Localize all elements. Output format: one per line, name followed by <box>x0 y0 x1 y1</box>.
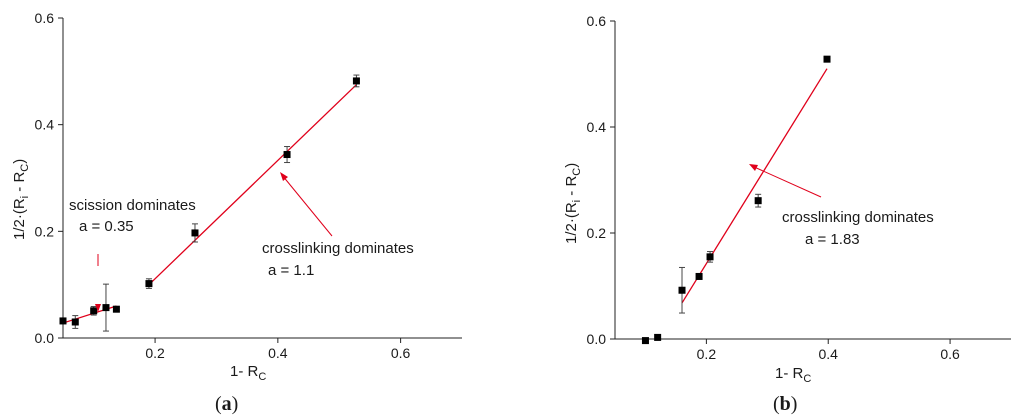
panel-a-label: (a) <box>215 393 238 415</box>
data-point <box>695 272 703 280</box>
data-point <box>145 280 153 288</box>
y-tick-label: 0.2 <box>35 223 55 239</box>
panel-a-ticks: 0.0 0.2 0.4 0.6 0.2 0.4 0.6 <box>35 10 411 361</box>
panel-b-crosslinking-label: crosslinking dominates <box>782 209 934 226</box>
data-point <box>754 197 762 205</box>
y-tick-label: 0.0 <box>35 330 55 346</box>
panel-b-y-axis-title: 1/2·(Ri - RC) <box>563 163 583 244</box>
panel-b-data-points <box>641 55 831 345</box>
fit-line <box>148 84 357 286</box>
data-point <box>283 151 291 159</box>
y-tick-label: 0.4 <box>35 117 55 133</box>
panel-a-scission-value: a = 0.35 <box>79 218 134 235</box>
panel-a-crosslinking-arrowhead <box>280 172 288 181</box>
data-point <box>102 304 110 312</box>
panel-b-fit-lines <box>681 68 828 304</box>
x-tick-label: 0.6 <box>940 346 960 362</box>
data-point <box>654 333 662 341</box>
data-point <box>112 305 120 313</box>
panel-b-ticks: 0.0 0.2 0.4 0.6 0.2 0.4 0.6 <box>587 13 960 362</box>
data-point <box>90 307 98 315</box>
panel-b-annotation-arrows <box>749 164 822 198</box>
x-tick-label: 0.4 <box>268 345 288 361</box>
panel-b-chart: 0.0 0.2 0.4 0.6 0.2 0.4 0.6 crosslinking domin… <box>563 13 1011 415</box>
fit-line <box>681 68 828 304</box>
panel-a-x-axis-title: 1- RC <box>230 363 266 383</box>
panel-a-scission-label: scission dominates <box>69 197 196 214</box>
y-tick-label: 0.4 <box>587 119 607 135</box>
data-point <box>352 77 360 85</box>
panel-a-chart: 0.0 0.2 0.4 0.6 0.2 0.4 0.6 scission dominates… <box>11 10 462 415</box>
panel-a-crosslinking-value: a = 1.1 <box>268 262 314 279</box>
panel-b-label: (b) <box>773 393 797 415</box>
x-tick-label: 0.2 <box>697 346 717 362</box>
y-tick-label: 0.6 <box>35 10 55 26</box>
y-tick-label: 0.2 <box>587 225 607 241</box>
panel-b-axes <box>614 21 1011 340</box>
panel-b-crosslinking-value: a = 1.83 <box>805 231 860 248</box>
data-point <box>823 55 831 63</box>
panel-a-scission-arrowhead <box>95 304 101 312</box>
y-tick-label: 0.0 <box>587 331 607 347</box>
data-point <box>191 229 199 237</box>
panel-a-y-axis-title: 1/2·(Ri - RC) <box>11 159 31 240</box>
panel-a-annotation-arrows <box>95 172 333 312</box>
data-point <box>678 286 686 294</box>
y-tick-label: 0.6 <box>587 13 607 29</box>
data-point <box>59 317 67 325</box>
panel-b-crosslinking-arrow <box>751 165 822 198</box>
panel-a-crosslinking-arrow <box>281 174 333 237</box>
panel-a-data-points <box>59 74 360 332</box>
x-tick-label: 0.2 <box>145 345 165 361</box>
x-tick-label: 0.6 <box>391 345 411 361</box>
panel-a-crosslinking-label: crosslinking dominates <box>262 240 414 257</box>
data-point <box>71 318 79 326</box>
data-point <box>706 253 714 261</box>
x-tick-label: 0.4 <box>818 346 838 362</box>
panel-b-x-axis-title: 1- RC <box>775 365 811 385</box>
panel-a-axes <box>62 18 462 339</box>
data-point <box>641 337 649 345</box>
panel-b-crosslinking-arrowhead <box>749 164 758 171</box>
